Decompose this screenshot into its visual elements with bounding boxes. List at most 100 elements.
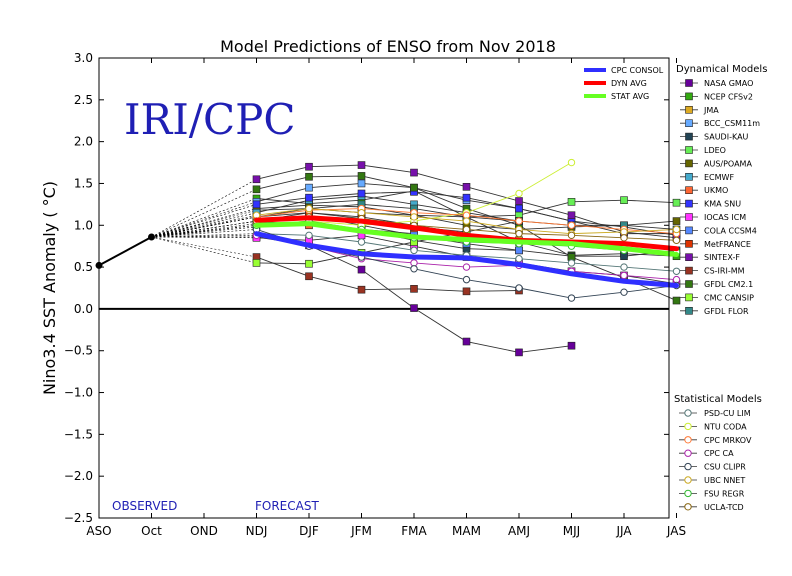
point-nasa-gmao-mjj — [567, 341, 576, 350]
point-cmc-cansip-djf — [305, 259, 313, 268]
x-tick-label-jfm: JFM — [350, 524, 372, 538]
legend-label-kma-snu: KMA SNU — [704, 200, 741, 209]
x-tick-label-jas: JAS — [666, 524, 686, 538]
point-kma-snu-amj — [515, 204, 523, 213]
legend-marker-gfdl-cm2-1 — [685, 280, 693, 288]
point-cpc-ca-jja — [620, 271, 628, 280]
fan-line-ncep-cfsv2 — [151, 198, 257, 238]
x-tick-label-oct: Oct — [141, 524, 162, 538]
y-tick-label-11: 3.0 — [74, 51, 93, 65]
point-psd-cu-lim-jfm — [357, 238, 366, 246]
observed-line — [98, 236, 152, 267]
point-gfdl-cm2-1-jas — [672, 296, 681, 305]
legend-label-cpc-consol: CPC CONSOL — [611, 66, 664, 75]
point-gfdl-cm2-1-jfm — [357, 172, 366, 180]
point-kma-snu-jfm — [357, 189, 366, 198]
point-csu-clipr-mam — [462, 275, 471, 284]
y-tick-label-8: 1.5 — [74, 176, 93, 190]
consensus-line-cpc-consol — [254, 231, 679, 288]
point-gfdl-cm2-1-djf — [305, 172, 313, 181]
point-ucla-tcd-mam — [462, 225, 471, 234]
iri-cpc-watermark: IRI/CPC — [124, 95, 296, 144]
legend-marker-ldeo — [685, 146, 693, 154]
legend-label-ntu-coda: NTU CODA — [704, 422, 747, 431]
point-bcc-csm11m-jfm — [357, 179, 366, 188]
x-axis: ASO Oct OND NDJ DJF JFM FMA MAM AMJ MJJ JJA JAS — [86, 58, 686, 538]
x-tick-label-jja: JJA — [615, 524, 632, 538]
point-ubc-nnet-jas — [672, 225, 681, 234]
y-tick-label-6: 0.5 — [74, 260, 93, 274]
legend-label-cmc-cansip: CMC CANSIP — [704, 293, 754, 302]
legend-label-sintex-f: SINTEX-F — [704, 253, 740, 262]
legend-label-aus-poama: AUS/POAMA — [704, 159, 752, 168]
y-axis: −2.5 −2.0 −1.5 −1.0 −0.5 0.0 0.5 1.0 1.5 2.0 2.5 3.… — [64, 51, 669, 525]
legend-marker-nasa-gmao — [685, 79, 693, 87]
legend-marker-ncep-cfsv2 — [685, 92, 693, 101]
point-nasa-gmao-fma — [410, 304, 418, 312]
y-tick-label-10: 2.5 — [74, 93, 93, 107]
point-sintex-f-mam — [462, 183, 471, 191]
point-psd-cu-lim-djf — [305, 231, 313, 240]
x-tick-label-aso: ASO — [86, 524, 111, 538]
y-tick-label-0: −2.5 — [64, 511, 93, 525]
legend-marker-aus-poama — [685, 159, 693, 168]
point-aus-poama-jas — [672, 217, 681, 225]
point-ldeo-jja — [620, 196, 628, 204]
y-tick-label-5: 0.0 — [74, 302, 93, 316]
fan-line-fsu-regr — [151, 224, 257, 238]
observed-label: OBSERVED — [112, 499, 177, 513]
point-gfdl-cm2-1-fma — [410, 183, 418, 192]
point-cpc-mrkov-amj — [515, 217, 523, 225]
x-tick-label-fma: FMA — [401, 524, 427, 538]
legend-label-cs-iri-mm: CS-IRI-MM — [704, 267, 745, 276]
fan-line-gfdl-cm2-1 — [151, 189, 257, 238]
legend-label-iocas-icm: IOCAS ICM — [704, 213, 746, 222]
point-psd-cu-lim-mjj — [567, 259, 576, 267]
point-cola-ccsm4-amj — [515, 246, 523, 255]
y-tick-label-9: 2.0 — [74, 135, 93, 149]
fan-line-csu-clipr — [151, 229, 257, 238]
legend-marker-iocas-icm — [685, 213, 693, 221]
forecast-label: FORECAST — [255, 499, 319, 513]
point-csu-clipr-amj — [515, 284, 523, 292]
point-sintex-f-fma — [410, 168, 418, 177]
point-kma-snu-djf — [305, 193, 313, 202]
legend-label-ldeo: LDEO — [704, 146, 726, 155]
legend-marker-fsu-regr — [684, 489, 692, 498]
legend-label-cpc-mrkov: CPC MRKOV — [704, 436, 752, 445]
fan-line-cs-iri-mm — [151, 236, 257, 258]
point-ldeo-mjj — [567, 198, 576, 206]
fan-line-ubc-nnet — [151, 214, 257, 238]
point-psd-cu-lim-jja — [620, 263, 628, 271]
fan-line-cmc-cansip — [151, 236, 257, 264]
y-tick-label-3: −1.0 — [64, 386, 93, 400]
point-cpc-mrkov-mjj — [567, 221, 576, 229]
dynamical-models-title: Dynamical Models — [676, 64, 767, 75]
y-tick-label-7: 1.0 — [74, 218, 93, 232]
point-kma-snu-ndj — [252, 200, 261, 209]
point-ubc-nnet-mam — [462, 217, 471, 225]
point-psd-cu-lim-fma — [410, 246, 418, 255]
series-gfdl-cm2-1 — [252, 172, 681, 305]
legend-marker-jma — [685, 106, 693, 114]
x-tick-label-djf: DJF — [299, 524, 319, 538]
legend-label-dyn-avg: DYN AVG — [611, 79, 647, 88]
legend-label-cpc-ca: CPC CA — [704, 449, 734, 458]
x-tick-label-amj: AMJ — [508, 524, 530, 538]
point-psd-cu-lim-jas — [672, 267, 681, 275]
series-sintex-f — [252, 161, 681, 242]
legend-marker-cola-ccsm4 — [685, 226, 693, 235]
point-sintex-f-djf — [305, 162, 313, 171]
legend-marker-csu-clipr — [684, 462, 692, 471]
point-nasa-gmao-jfm — [357, 265, 366, 274]
legend-label-stat-avg: STAT AVG — [611, 92, 649, 101]
legend-marker-ucla-tcd — [684, 503, 692, 511]
legend-marker-metfrance — [685, 240, 693, 248]
y-tick-label-1: −2.0 — [64, 469, 93, 483]
legend-marker-psd-cu-lim — [684, 409, 692, 417]
point-sintex-f-ndj — [252, 175, 261, 184]
consensus-line-stat-avg — [254, 221, 679, 258]
legend-marker-bcc-csm11m — [685, 119, 693, 127]
fan-line-ecmwf — [151, 212, 257, 238]
